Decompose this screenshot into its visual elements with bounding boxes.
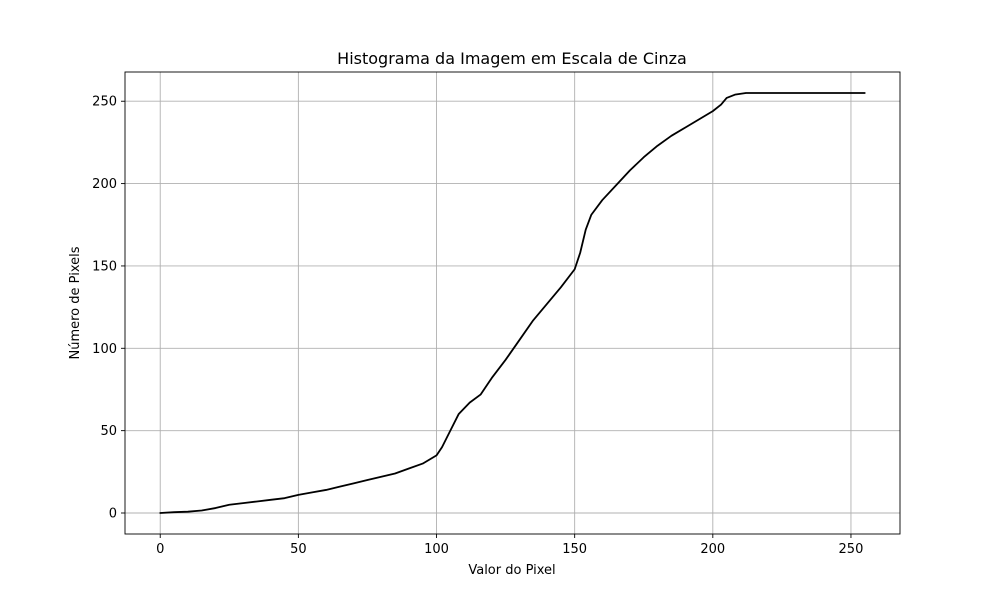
y-tick-label: 200 <box>92 177 117 192</box>
x-tick-label: 0 <box>156 542 164 557</box>
plot-frame <box>124 71 901 535</box>
y-tick-label: 150 <box>92 259 117 274</box>
axis-ticks: 0 50 100 150 200 250 0 50 100 150 200 250 <box>92 95 863 557</box>
y-tick-label: 50 <box>100 424 117 439</box>
y-tick-label: 100 <box>92 342 117 357</box>
series-layer <box>159 92 866 514</box>
x-tick-label: 100 <box>424 542 449 557</box>
y-tick-label: 250 <box>92 95 117 110</box>
x-tick-label: 200 <box>700 542 725 557</box>
y-axis-label: Número de Pixels <box>68 246 83 359</box>
grid <box>125 72 900 534</box>
x-tick-label: 150 <box>562 542 587 557</box>
series-line <box>159 92 866 514</box>
x-axis-label: Valor do Pixel <box>468 563 555 578</box>
x-tick-label: 50 <box>290 542 307 557</box>
chart-title: Histograma da Imagem em Escala de Cinza <box>337 49 687 68</box>
x-tick-label: 250 <box>839 542 864 557</box>
y-tick-label: 0 <box>109 507 117 522</box>
